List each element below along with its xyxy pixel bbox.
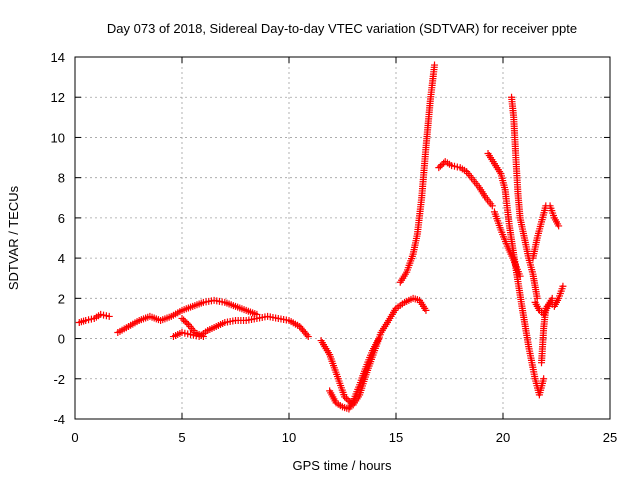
series-seg2	[114, 296, 261, 337]
data-point	[181, 317, 189, 325]
y-tick-label: 12	[51, 90, 65, 105]
data-point	[435, 164, 443, 172]
x-tick-label: 10	[282, 430, 296, 445]
y-tick-label: 0	[58, 332, 65, 347]
data-point	[178, 314, 186, 322]
series-seg1	[75, 310, 113, 326]
x-tick-label: 15	[389, 430, 403, 445]
data-point	[105, 312, 113, 320]
y-tick-label: 8	[58, 171, 65, 186]
chart-title: Day 073 of 2018, Sidereal Day-to-day VTE…	[107, 21, 577, 36]
series-seg13	[529, 202, 563, 262]
series-seg7	[396, 61, 439, 286]
x-tick-label: 20	[496, 430, 510, 445]
x-tick-label: 25	[603, 430, 617, 445]
data-point	[422, 306, 430, 314]
y-tick-label: 4	[58, 251, 65, 266]
data-point	[342, 394, 350, 402]
x-tick-label: 5	[178, 430, 185, 445]
y-tick-label: -4	[53, 412, 65, 427]
series-seg4	[178, 314, 207, 341]
y-tick-label: 6	[58, 211, 65, 226]
data-point	[488, 202, 496, 210]
data-point	[559, 282, 567, 290]
data-point	[438, 161, 446, 169]
y-tick-label: 14	[51, 50, 65, 65]
data-point	[533, 294, 541, 302]
series-seg6	[326, 335, 383, 413]
data-point	[341, 393, 349, 401]
data-point	[183, 319, 191, 327]
axis-ticks	[74, 56, 611, 420]
data-point	[180, 316, 188, 324]
data-point	[375, 335, 383, 343]
data-point	[199, 333, 207, 341]
y-tick-labels: -4 -2 0 2 4 6 8 10 12 14	[51, 50, 65, 427]
series-seg8	[435, 158, 496, 210]
y-tick-label: -2	[53, 372, 65, 387]
y-axis-label: SDTVAR / TECUs	[6, 185, 21, 290]
data-point	[431, 61, 439, 69]
series-seg3	[169, 312, 312, 341]
data-point	[555, 222, 563, 230]
plot-frame	[74, 56, 611, 420]
data-point	[344, 396, 352, 404]
x-tick-label: 0	[71, 430, 78, 445]
series-seg10	[490, 208, 524, 280]
data-point	[436, 162, 444, 170]
y-tick-label: 2	[58, 291, 65, 306]
x-tick-labels: 0 5 10 15 20 25	[71, 430, 617, 445]
data-point	[540, 375, 548, 383]
series-seg14	[531, 294, 556, 318]
series-seg11	[508, 93, 541, 302]
data-points	[75, 61, 567, 413]
data-point	[516, 272, 524, 280]
x-axis-label: GPS time / hours	[293, 458, 392, 473]
data-point	[304, 333, 312, 341]
data-point	[303, 331, 311, 339]
data-point	[548, 294, 556, 302]
y-tick-label: 10	[51, 130, 65, 145]
